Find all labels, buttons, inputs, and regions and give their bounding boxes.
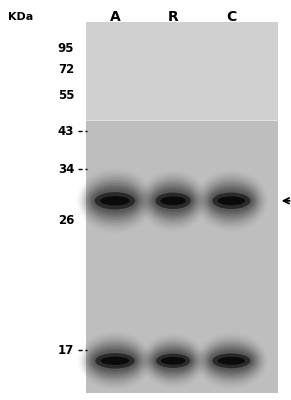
Ellipse shape [88, 345, 141, 377]
Ellipse shape [212, 353, 250, 368]
Ellipse shape [92, 349, 138, 372]
Text: 43: 43 [58, 125, 74, 138]
Text: 34: 34 [58, 163, 74, 176]
Ellipse shape [153, 190, 193, 212]
Ellipse shape [152, 349, 194, 373]
Text: 72: 72 [58, 63, 74, 76]
Ellipse shape [155, 192, 191, 209]
Ellipse shape [149, 345, 197, 377]
Ellipse shape [149, 184, 197, 218]
Ellipse shape [87, 344, 143, 378]
Ellipse shape [218, 196, 245, 205]
Ellipse shape [154, 351, 192, 370]
Text: KDa: KDa [8, 12, 33, 22]
Ellipse shape [90, 186, 140, 216]
Ellipse shape [209, 350, 253, 372]
Text: 95: 95 [58, 42, 74, 54]
Bar [86, 121, 278, 393]
Ellipse shape [89, 184, 141, 217]
Ellipse shape [95, 353, 134, 369]
Ellipse shape [203, 343, 259, 379]
Ellipse shape [101, 357, 129, 365]
Ellipse shape [151, 187, 195, 215]
Ellipse shape [152, 188, 194, 213]
Ellipse shape [86, 342, 144, 380]
Text: R: R [168, 10, 178, 24]
Ellipse shape [151, 347, 195, 374]
Ellipse shape [161, 357, 185, 365]
Ellipse shape [203, 181, 259, 221]
Ellipse shape [209, 188, 253, 213]
Ellipse shape [93, 189, 137, 212]
Ellipse shape [93, 350, 137, 371]
Bar [86, 22, 278, 120]
Text: 26: 26 [58, 214, 74, 226]
Ellipse shape [160, 196, 186, 205]
Text: C: C [226, 10, 237, 24]
Ellipse shape [88, 183, 142, 218]
Ellipse shape [205, 344, 258, 378]
Ellipse shape [90, 346, 140, 375]
Ellipse shape [218, 357, 245, 365]
Ellipse shape [206, 346, 257, 376]
Ellipse shape [210, 190, 252, 212]
Ellipse shape [207, 185, 256, 216]
Ellipse shape [148, 344, 198, 378]
Ellipse shape [205, 182, 258, 219]
Ellipse shape [95, 192, 135, 210]
Text: 55: 55 [58, 89, 74, 102]
Ellipse shape [208, 187, 255, 215]
Text: A: A [110, 10, 120, 24]
Ellipse shape [208, 348, 255, 374]
Ellipse shape [91, 348, 139, 374]
Ellipse shape [85, 180, 145, 222]
Ellipse shape [156, 354, 190, 368]
Ellipse shape [207, 347, 256, 375]
Ellipse shape [212, 192, 250, 209]
Ellipse shape [86, 182, 143, 220]
Ellipse shape [210, 351, 252, 371]
Ellipse shape [150, 346, 196, 376]
Ellipse shape [100, 196, 129, 206]
Ellipse shape [147, 181, 199, 221]
Ellipse shape [148, 182, 198, 219]
Ellipse shape [150, 185, 196, 216]
Ellipse shape [91, 188, 139, 214]
Ellipse shape [206, 184, 257, 218]
Ellipse shape [153, 350, 193, 372]
Text: 17: 17 [58, 344, 74, 356]
